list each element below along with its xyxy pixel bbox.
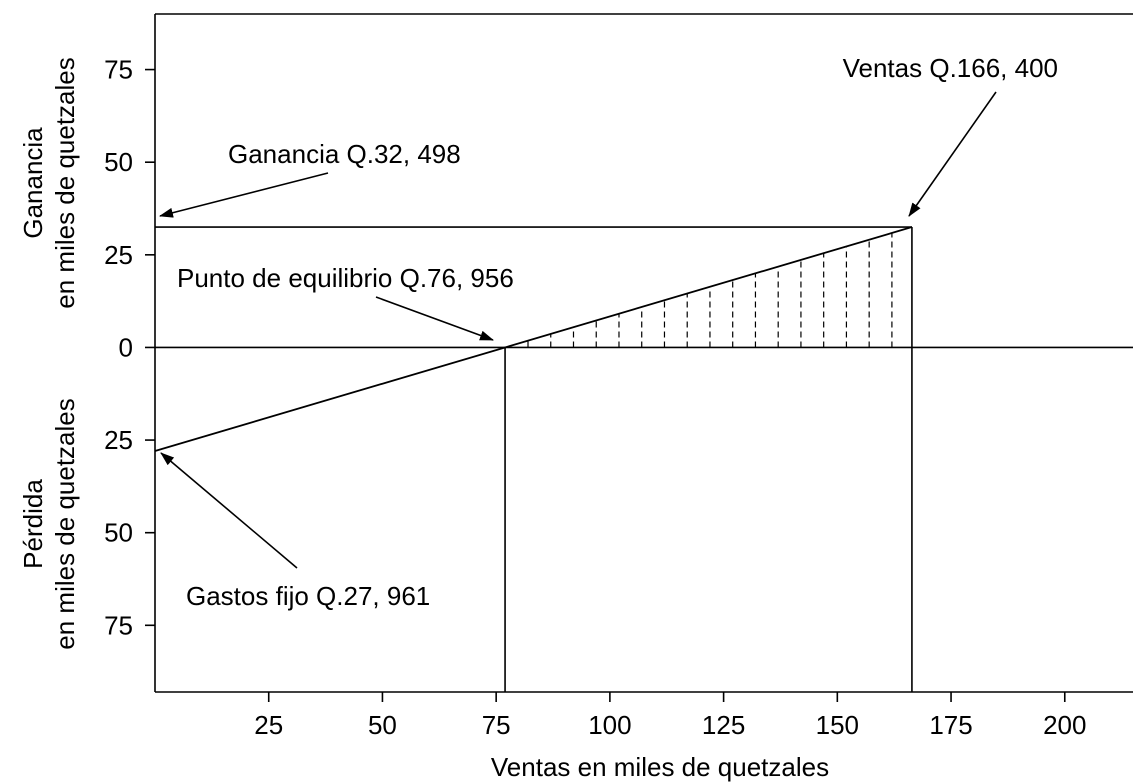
x-tick-label: 75 [482,710,511,740]
annotation-sales: Ventas Q.166, 400 [843,53,1058,83]
loss-label: Pérdida [18,479,48,569]
profit-units-label: en miles de quetzales [50,57,80,308]
profit-label: Ganancia [18,127,48,239]
x-tick-label: 175 [929,710,972,740]
loss-units-label: en miles de quetzales [50,398,80,649]
axis-ticks: 25 50 75 100 125 150 175 200 75 50 25 0 25 50 75 [104,55,1086,740]
y-tick-label: 50 [104,518,133,548]
chart-lines [154,226,1133,692]
y-tick-label: 25 [104,240,133,270]
y-tick-label: 75 [104,610,133,640]
profit-loss-line [154,226,913,452]
y-tick-label: 25 [104,425,133,455]
x-axis-title: Ventas en miles de quetzales [491,752,829,782]
y-axis-title-loss: Pérdida en miles de quetzales [18,398,80,649]
x-tick-label: 25 [254,710,283,740]
y-tick-label: 75 [104,55,133,85]
annotation-fixed-costs: Gastos fijo Q.27, 961 [186,581,430,611]
arrow-sales [908,91,997,217]
arrow-break-even [375,296,494,341]
annotation-break-even: Punto de equilibrio Q.76, 956 [177,263,514,293]
y-tick-label: 50 [104,147,133,177]
arrow-profit [159,172,329,218]
x-tick-label: 100 [588,710,631,740]
y-axis-title-profit: Ganancia en miles de quetzales [18,57,80,308]
y-tick-label: 0 [119,332,133,362]
x-tick-label: 50 [368,710,397,740]
annotation-profit: Ganancia Q.32, 498 [228,139,461,169]
x-tick-label: 200 [1043,710,1086,740]
x-tick-label: 125 [702,710,745,740]
arrow-fixed-costs [160,452,298,569]
x-tick-label: 150 [816,710,859,740]
profit-area-hatching [527,232,893,348]
